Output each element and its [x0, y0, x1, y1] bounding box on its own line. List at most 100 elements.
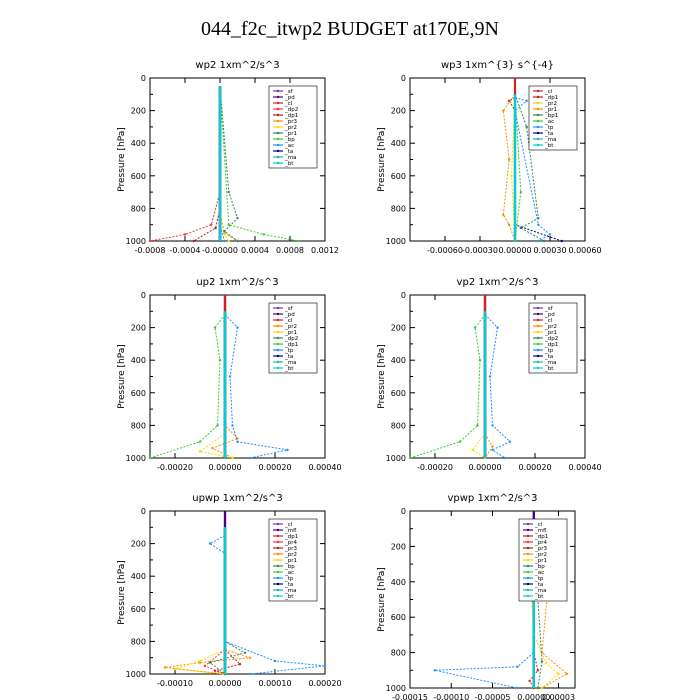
legend-label: _mfl [284, 528, 297, 534]
y-tick-label: 800 [131, 637, 146, 646]
legend-label: _ma [544, 137, 556, 143]
legend-marker [276, 540, 280, 544]
legend-label: _bt [284, 366, 294, 372]
legend-marker [536, 101, 540, 105]
series-point [163, 666, 167, 669]
legend-label: _pr1 [544, 107, 557, 113]
series-point [198, 450, 202, 453]
series-line-pr1 [502, 94, 516, 242]
legend-label: _ta [284, 149, 293, 155]
series-line-pr1 [219, 86, 239, 242]
legend-marker [276, 336, 280, 340]
series-point [507, 158, 511, 161]
x-tick-label: 0.00000 [468, 463, 501, 472]
legend-marker [276, 588, 280, 592]
series-point [473, 326, 477, 329]
legend-label: _tp [544, 348, 554, 354]
series-point [519, 190, 523, 194]
series-point [148, 239, 152, 243]
legend-label: _dp1 [544, 95, 558, 101]
legend-marker [526, 570, 530, 574]
panel-title: wp2 1xm^2/s^3 [195, 60, 279, 71]
series-point [173, 667, 177, 671]
legend-marker [536, 312, 540, 316]
series-point [243, 651, 247, 655]
y-tick-label: 1000 [386, 237, 406, 246]
legend-label: _bt [544, 366, 554, 372]
series-point [491, 424, 494, 427]
legend-marker [276, 143, 280, 147]
legend-marker [276, 149, 280, 153]
series-point [323, 664, 327, 668]
legend-marker [276, 155, 280, 159]
legend-marker [526, 534, 530, 538]
y-tick-label: 400 [391, 139, 406, 148]
series-point [488, 375, 492, 378]
legend-label: _ta [284, 582, 293, 588]
y-tick-label: 1000 [126, 237, 146, 246]
legend-label: _bp [284, 137, 295, 143]
legend-marker [526, 540, 530, 544]
x-tick-label: -0.00005 [475, 693, 511, 700]
legend-marker [536, 360, 540, 364]
legend-label: _ta [534, 582, 543, 588]
series-point [236, 216, 239, 220]
x-tick-label: 0.00010 [258, 679, 291, 688]
series-point [236, 326, 239, 329]
legend-label: _ta [544, 354, 553, 360]
legend-marker [526, 576, 530, 580]
legend-marker [276, 119, 280, 123]
legend-label: _sf [544, 306, 554, 312]
y-axis-label: Pressure [hPa] [117, 127, 127, 192]
chart-panel-2: wp3 1xm^{3} s^{-4} Pressure [hPa] 0 200 400 6… [377, 60, 602, 255]
series-point [198, 659, 202, 663]
series-point [516, 686, 519, 690]
y-tick-label: 600 [391, 613, 406, 622]
legend-marker [536, 342, 540, 346]
series-point [502, 109, 505, 112]
series-point [542, 239, 546, 243]
series-line-dp1 [409, 314, 486, 459]
legend-marker [276, 570, 280, 574]
legend-marker [276, 137, 280, 141]
series-line-pr4 [204, 527, 226, 675]
legend-marker [276, 552, 280, 556]
x-tick-label: 0.00060 [568, 246, 601, 255]
legend-marker [276, 312, 280, 316]
legend-label: _pr2 [284, 552, 297, 558]
x-tick-label: -0.00010 [157, 679, 193, 688]
y-tick-label: 1000 [386, 684, 406, 693]
legend-marker [526, 594, 530, 598]
series-line-dp1 [508, 97, 516, 241]
legend-label: _bt [534, 594, 544, 600]
panel-title: upwp 1xm^2/s^3 [192, 493, 282, 504]
legend-marker [526, 522, 530, 526]
series-point [536, 686, 540, 690]
y-tick-label: 800 [131, 421, 146, 430]
series-point [471, 448, 474, 452]
x-tick-label: 0.00030 [533, 246, 566, 255]
legend-label: _ma [544, 360, 556, 366]
y-tick-label: 1000 [126, 454, 146, 463]
legend-label: _bt [284, 161, 294, 167]
panel-title: wp3 1xm^{3} s^{-4} [441, 60, 554, 71]
series-point [228, 375, 232, 378]
series-point [557, 672, 560, 676]
series-point [510, 174, 513, 177]
chart-panel-6: vpwp 1xm^2/s^3 Pressure [hPa] 0 200 400 600 80… [377, 493, 576, 700]
legend-label: _pr4 [534, 540, 548, 546]
legend-label: _bp [284, 564, 295, 570]
series-point [213, 326, 217, 329]
series-point [223, 239, 226, 243]
y-tick-label: 400 [131, 572, 146, 581]
legend-label: _bp1 [544, 113, 558, 119]
legend-marker [276, 330, 280, 334]
legend-label: _cl [284, 101, 293, 107]
series-line-dp1 [213, 527, 241, 675]
legend-label: _ma [284, 360, 296, 366]
legend-marker [276, 534, 280, 538]
x-tick-label: 0.00000 [208, 463, 241, 472]
series-line-bp [219, 86, 299, 242]
legend-label: _pr1 [284, 558, 297, 564]
y-tick-label: 200 [131, 540, 146, 549]
